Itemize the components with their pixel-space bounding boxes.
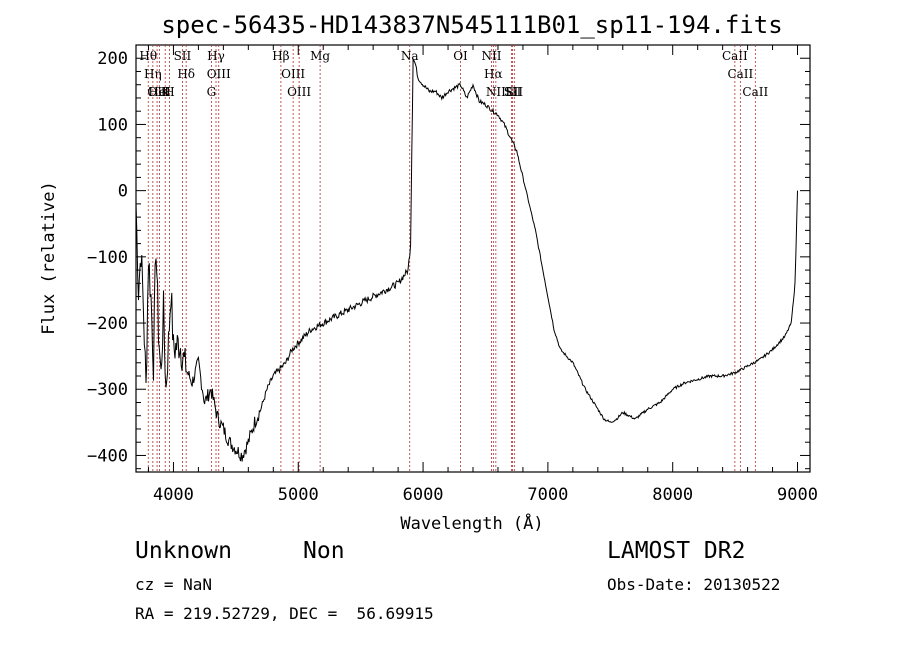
spectral-line-label: Li [506,85,518,99]
spectrum-chart: spec-56435-HD143837N545111B01_sp11-194.f… [39,11,818,534]
axis-layer: 4000 5000 6000 7000 8000 9000 −400 −300 −200 −100… [87,44,818,505]
spectral-line-label: NII [486,85,506,99]
spectral-line-label: OII [147,85,167,99]
survey-name: LAMOST DR2 [607,538,746,564]
spectrum-series-line [135,57,798,462]
spectral-line-label: K [161,85,171,99]
spectral-line-label: SII [504,85,522,99]
spectral-line-label: OIII [281,67,305,81]
spectral-line-label: CaII [722,49,748,63]
y-tick-label: −100 [87,248,128,268]
redshift-cz: cz = NaN [135,575,213,594]
y-axis-label: Flux (relative) [39,181,59,335]
x-tick-label: 6000 [403,485,444,505]
spectral-line-label: SII [505,85,523,99]
y-tick-label: 200 [97,49,128,69]
spectral-line-label: G [207,85,217,99]
spectral-class: Unknown [135,538,232,564]
y-tick-label: −200 [87,314,128,334]
y-tick-label: 0 [118,182,128,202]
y-tick-label: −300 [87,380,128,400]
spectral-line-label: SII [174,49,192,63]
x-tick-label: 9000 [777,485,818,505]
spectral-line-label: Hα [484,67,503,81]
x-axis-label: Wavelength (Å) [400,512,543,534]
spectral-line-label: Mg [310,49,330,63]
spectral-line-label: CaII [742,85,768,99]
spectral-line-label: OI [453,49,468,63]
series-layer [135,57,798,462]
spectral-line-label: Hγ [207,49,225,63]
spectral-line-label: NII [481,49,501,63]
spectral-line-label: Hη [144,67,162,81]
spectral-subclass: Non [303,538,345,564]
x-tick-label: 4000 [153,485,194,505]
obs-date: Obs-Date: 20130522 [607,575,781,594]
plot-frame [135,44,811,473]
spectral-line-label: OIII [287,85,311,99]
spectral-line-label: Hθ [139,49,157,63]
spectral-line-label: Na [401,49,419,63]
plot-border [135,44,811,473]
x-tick-label: 5000 [278,485,319,505]
spectral-line-label: H [164,85,174,99]
chart-title: spec-56435-HD143837N545111B01_sp11-194.f… [161,11,782,39]
y-tick-label: −400 [87,446,128,466]
spectral-line-label: Hδ [177,67,195,81]
spectral-line-label: Hβ [272,49,289,63]
x-tick-label: 7000 [527,485,568,505]
spectral-line-label: CaII [727,67,753,81]
spectral-line-label: HeI [148,85,171,99]
ra-dec: RA = 219.52729, DEC = 56.69915 [135,604,434,623]
x-tick-label: 8000 [652,485,693,505]
y-tick-label: 100 [97,115,128,135]
spectral-line-label: OIII [207,67,231,81]
